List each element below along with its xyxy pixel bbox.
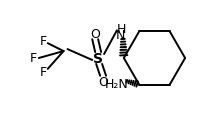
Text: O: O: [98, 76, 108, 88]
Text: F: F: [39, 66, 46, 79]
Text: F: F: [29, 52, 37, 65]
Text: H₂N: H₂N: [105, 78, 129, 90]
Text: S: S: [93, 52, 103, 65]
Text: N: N: [116, 29, 126, 41]
Text: F: F: [39, 34, 46, 47]
Text: H: H: [117, 23, 126, 36]
Text: O: O: [90, 28, 100, 40]
